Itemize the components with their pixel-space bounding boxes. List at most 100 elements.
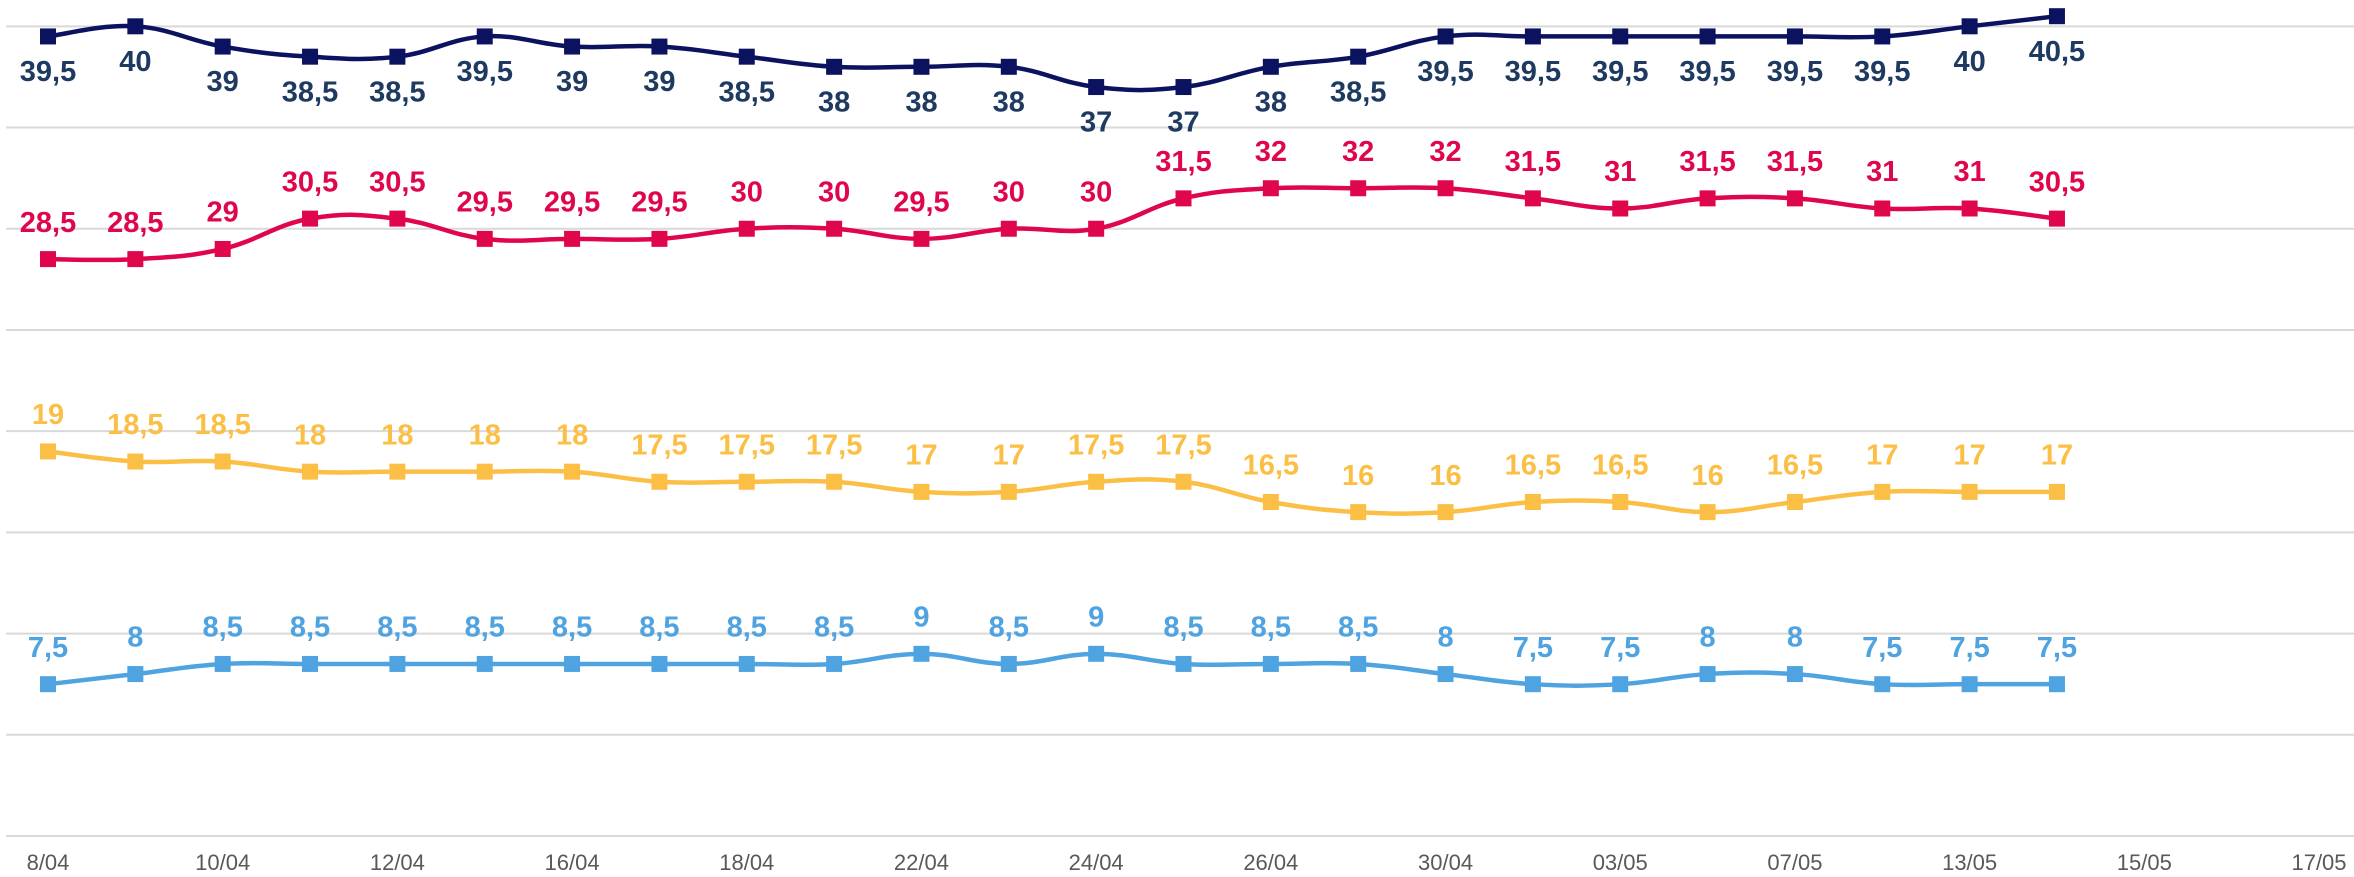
data-label: 38,5 bbox=[1330, 76, 1386, 108]
marker bbox=[127, 453, 144, 470]
data-label: 30 bbox=[731, 176, 763, 208]
x-tick-label: 03/05 bbox=[1593, 850, 1648, 875]
marker bbox=[826, 473, 843, 490]
x-tick-label: 8/04 bbox=[27, 850, 70, 875]
data-label: 8,5 bbox=[1163, 612, 1203, 644]
marker bbox=[1262, 180, 1279, 197]
data-label: 39 bbox=[643, 66, 675, 98]
data-label: 30 bbox=[818, 176, 850, 208]
data-label: 30 bbox=[1080, 176, 1112, 208]
marker bbox=[1175, 190, 1192, 207]
marker bbox=[127, 18, 144, 35]
data-label: 38 bbox=[905, 86, 937, 118]
marker bbox=[1437, 504, 1454, 521]
marker bbox=[564, 230, 581, 247]
data-label: 38 bbox=[1255, 86, 1287, 118]
marker bbox=[127, 251, 144, 268]
data-label: 17,5 bbox=[631, 429, 687, 461]
data-label: 8,5 bbox=[814, 612, 854, 644]
marker bbox=[389, 48, 406, 65]
marker bbox=[1437, 28, 1454, 45]
marker bbox=[826, 220, 843, 237]
marker bbox=[476, 655, 493, 672]
data-label: 18,5 bbox=[194, 409, 250, 441]
marker bbox=[651, 655, 668, 672]
marker bbox=[1786, 666, 1803, 683]
marker bbox=[1524, 190, 1541, 207]
data-label: 16,5 bbox=[1592, 450, 1648, 482]
marker bbox=[651, 38, 668, 55]
data-label: 38 bbox=[818, 86, 850, 118]
marker bbox=[1612, 200, 1629, 217]
data-label: 39 bbox=[207, 66, 239, 98]
marker bbox=[1262, 494, 1279, 511]
data-label: 32 bbox=[1255, 136, 1287, 168]
x-tick-label: 17/05 bbox=[2291, 850, 2346, 875]
data-label: 8,5 bbox=[203, 612, 243, 644]
marker bbox=[651, 230, 668, 247]
data-label: 31,5 bbox=[1505, 146, 1561, 178]
data-label: 39,5 bbox=[1505, 56, 1561, 88]
data-label: 8 bbox=[1787, 622, 1803, 654]
data-label: 8,5 bbox=[1338, 612, 1378, 644]
marker bbox=[1699, 666, 1716, 683]
data-label: 38 bbox=[993, 86, 1025, 118]
data-label: 38,5 bbox=[369, 76, 425, 108]
data-label: 31 bbox=[1604, 156, 1636, 188]
data-label: 39,5 bbox=[1592, 56, 1648, 88]
data-label: 37 bbox=[1167, 107, 1199, 139]
marker bbox=[302, 463, 319, 480]
data-label: 8 bbox=[1437, 622, 1453, 654]
data-label: 30,5 bbox=[369, 166, 425, 198]
data-label: 40,5 bbox=[2029, 36, 2085, 68]
x-tick-label: 12/04 bbox=[370, 850, 425, 875]
marker bbox=[1088, 473, 1105, 490]
x-tick-label: 07/05 bbox=[1767, 850, 1822, 875]
marker bbox=[476, 28, 493, 45]
marker bbox=[1437, 666, 1454, 683]
data-label: 40 bbox=[1953, 46, 1985, 78]
data-label: 39 bbox=[556, 66, 588, 98]
marker bbox=[214, 453, 231, 470]
marker bbox=[1961, 18, 1978, 35]
data-label: 32 bbox=[1429, 136, 1461, 168]
marker bbox=[1699, 190, 1716, 207]
marker bbox=[2048, 676, 2065, 693]
data-label: 8,5 bbox=[639, 612, 679, 644]
data-label: 8,5 bbox=[989, 612, 1029, 644]
marker bbox=[1000, 655, 1017, 672]
data-label: 29,5 bbox=[544, 187, 600, 219]
data-label: 17 bbox=[905, 440, 937, 472]
data-label: 39,5 bbox=[1854, 56, 1910, 88]
marker bbox=[1524, 494, 1541, 511]
marker bbox=[1612, 28, 1629, 45]
data-label: 18 bbox=[294, 419, 326, 451]
data-label: 7,5 bbox=[1513, 632, 1553, 664]
marker bbox=[1262, 58, 1279, 75]
marker bbox=[738, 48, 755, 65]
data-label: 29 bbox=[207, 197, 239, 229]
marker bbox=[1000, 58, 1017, 75]
data-label: 8 bbox=[127, 622, 143, 654]
series-line bbox=[47, 185, 2058, 263]
marker bbox=[738, 473, 755, 490]
data-label: 30,5 bbox=[282, 166, 338, 198]
x-tick-label: 15/05 bbox=[2117, 850, 2172, 875]
x-tick-label: 22/04 bbox=[894, 850, 949, 875]
marker bbox=[1874, 200, 1891, 217]
data-label: 37 bbox=[1080, 107, 1112, 139]
data-label: 16 bbox=[1429, 460, 1461, 492]
data-label: 39,5 bbox=[1767, 56, 1823, 88]
marker bbox=[1175, 79, 1192, 96]
data-label: 39,5 bbox=[1679, 56, 1735, 88]
data-label: 39,5 bbox=[1417, 56, 1473, 88]
data-label: 31 bbox=[1866, 156, 1898, 188]
marker bbox=[1874, 676, 1891, 693]
data-label: 39,5 bbox=[457, 56, 513, 88]
marker bbox=[1699, 28, 1716, 45]
marker bbox=[1612, 676, 1629, 693]
marker bbox=[302, 48, 319, 65]
marker bbox=[1175, 655, 1192, 672]
marker bbox=[302, 210, 319, 227]
series-line bbox=[47, 13, 2058, 93]
